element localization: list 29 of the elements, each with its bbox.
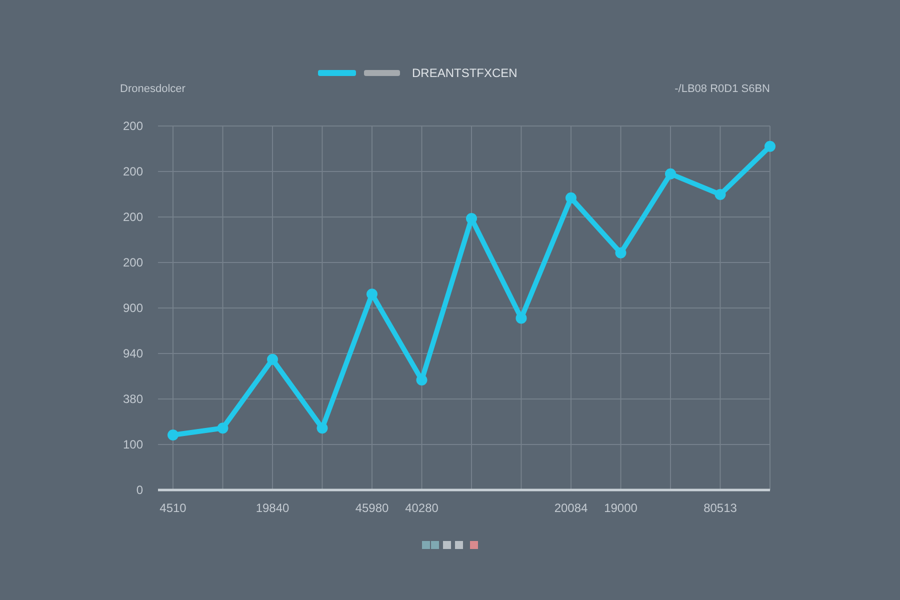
y-axis-title: Dronesdolcer [120, 83, 186, 95]
point [764, 140, 776, 152]
text: 0 [136, 483, 144, 498]
x-tick-label: 4510 [160, 501, 187, 515]
text: 200 [122, 119, 144, 134]
text: 200 [122, 210, 144, 224]
text: 100 [122, 438, 144, 452]
x-tick-label: 20084 [554, 501, 588, 515]
text: 200 [122, 164, 144, 179]
point [168, 430, 178, 441]
x-tick-label: 19840 [256, 501, 290, 515]
text: -/LB08 R0D1 S6BN [674, 83, 770, 95]
point [416, 374, 428, 386]
point [217, 422, 228, 434]
point [714, 188, 726, 200]
point [615, 247, 626, 258]
text: 900 [122, 301, 144, 316]
point [566, 192, 576, 204]
text: 940 [122, 346, 144, 361]
point [267, 354, 278, 365]
text: 380 [122, 392, 144, 406]
text: 200 [122, 256, 144, 270]
x-tick-label: 80513 [704, 501, 738, 515]
x-tick-label: 19000 [604, 501, 638, 515]
x-tick-label: 40280 [405, 501, 439, 515]
point [665, 168, 676, 180]
x-tick-label: 45980 [355, 501, 390, 515]
point [316, 422, 328, 434]
text: DREANTSTFXCEN [412, 66, 518, 80]
